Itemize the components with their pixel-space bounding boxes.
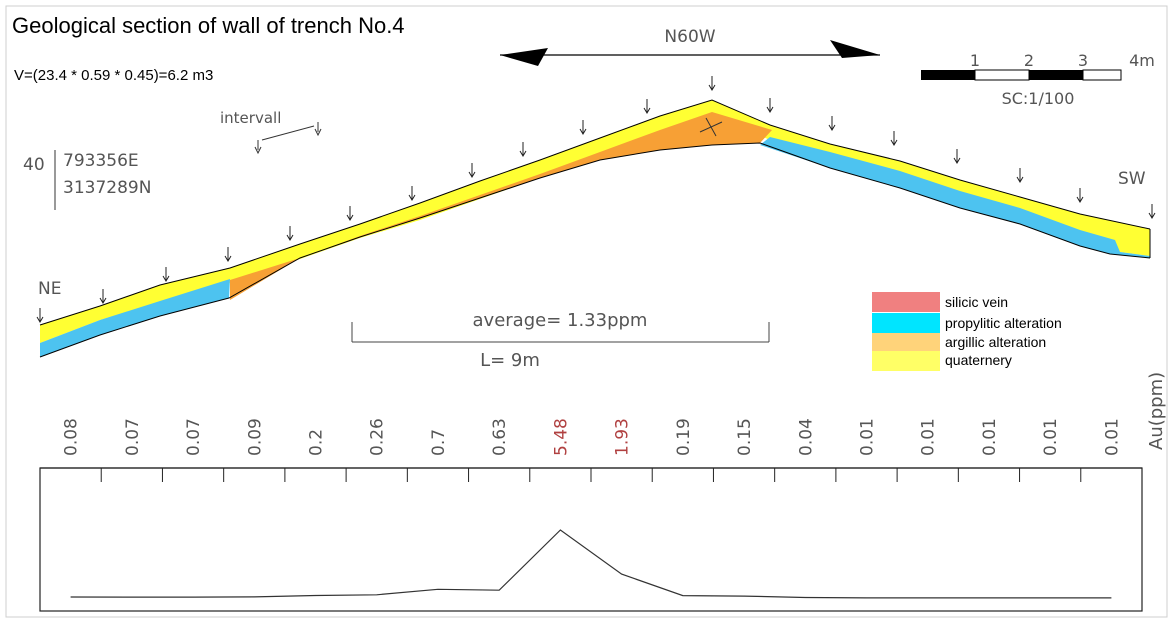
sample-arrow-head (519, 150, 527, 157)
au-value-label: 0.09 (245, 418, 265, 456)
sample-arrow-head (286, 234, 294, 241)
average-bracket: average= 1.33ppm L= 9m (351, 310, 770, 371)
au-chart: Au(ppm) 0.08 0.07 0.07 0.09 0.2 0.26 0.7 0.63 5.… (39, 372, 1167, 612)
coords-number: 40 (23, 155, 45, 175)
au-value-label: 0.7 (429, 429, 449, 456)
sample-arrow-head (408, 194, 416, 201)
au-value-label: 0.01 (1041, 418, 1061, 456)
sample-arrow-head (828, 124, 836, 131)
au-value-label: 0.07 (123, 418, 143, 456)
legend-label-propylitic: propylitic alteration (945, 315, 1062, 331)
sample-arrow-head (1148, 212, 1156, 219)
direction-label: N60W (664, 27, 715, 47)
au-axis-label: Au(ppm) (1146, 372, 1167, 450)
scale-tick-4: 4m (1129, 51, 1155, 70)
sample-arrow-head (766, 106, 774, 113)
sample-arrow-head (579, 128, 587, 135)
scale-label: SC:1/100 (1002, 89, 1075, 108)
sample-arrow-head (162, 275, 170, 282)
scale-tick-1: 1 (970, 51, 980, 70)
argillic-layer (230, 112, 772, 300)
sample-arrow-head (346, 214, 354, 221)
sample-arrow-head (890, 139, 898, 146)
sample-arrow-head (224, 255, 232, 262)
sample-arrow-head (36, 316, 44, 323)
legend-swatch-quaternery (872, 351, 940, 371)
legend-label-argillic: argillic alteration (945, 334, 1046, 350)
au-value-label: 0.15 (735, 418, 755, 456)
sample-arrow-head (953, 157, 961, 164)
interval-label: intervall (220, 109, 281, 127)
legend-label-quaternery: quaternery (945, 352, 1012, 368)
sample-arrow-head (643, 107, 651, 114)
length-label: L= 9m (480, 350, 540, 371)
quaternery-layer (40, 100, 1150, 343)
trench-section (39, 99, 1151, 358)
legend-label-silicic: silicic vein (945, 294, 1008, 310)
legend-swatch-propylitic (872, 313, 940, 333)
sample-arrow-head (468, 171, 476, 178)
coords-east: 793356E (63, 151, 139, 171)
au-value-label: 0.26 (368, 418, 388, 456)
au-plot-box (39, 467, 1143, 612)
au-value-label: 5.48 (551, 418, 571, 456)
strike-dip-symbol (699, 117, 723, 137)
au-value-label: 0.19 (674, 418, 694, 456)
direction-arrow: N60W (500, 27, 880, 66)
au-value-label: 0.07 (184, 418, 204, 456)
legend-swatch-silicic (872, 292, 940, 312)
figure-title: Geological section of wall of trench No.… (12, 13, 405, 38)
propylitic-layer-right (760, 137, 1150, 258)
coordinates: 40 793356E 3137289N (23, 150, 151, 210)
propylitic-layer-left (40, 279, 230, 357)
au-value-label: 0.01 (919, 418, 939, 456)
label-ne: NE (38, 279, 61, 299)
scale-tick-2: 2 (1024, 51, 1034, 70)
coords-north: 3137289N (63, 178, 151, 198)
au-value-label: 0.2 (307, 429, 327, 456)
legend: silicic vein propylitic alteration argil… (872, 292, 1062, 371)
sample-arrow-head (99, 297, 107, 304)
au-value-label: 0.08 (62, 418, 82, 456)
au-value-label: 1.93 (613, 418, 633, 456)
au-profile-line (70, 529, 1112, 599)
sample-arrow-head (1076, 196, 1084, 203)
scale-bar: 1 2 3 4m SC:1/100 (921, 51, 1155, 108)
interval-annotation: intervall (220, 109, 322, 155)
label-sw: SW (1118, 169, 1146, 189)
figure-border (5, 5, 1168, 618)
au-value-label: 0.01 (980, 418, 1000, 456)
sample-arrow-head (1016, 176, 1024, 183)
sample-arrows (36, 76, 1156, 323)
sample-arrow-head (708, 84, 716, 91)
average-label: average= 1.33ppm (473, 310, 648, 331)
scale-tick-3: 3 (1078, 51, 1088, 70)
au-value-label: 0.04 (796, 418, 816, 456)
au-labels: 0.08 0.07 0.07 0.09 0.2 0.26 0.7 0.63 5.48 1.93 0.… (62, 418, 1123, 456)
au-value-label: 0.01 (1102, 418, 1122, 456)
volume-formula: V=(23.4 * 0.59 * 0.45)=6.2 m3 (14, 67, 213, 84)
au-value-label: 0.63 (490, 418, 510, 456)
legend-swatch-argillic (872, 333, 940, 351)
au-ticks (100, 468, 1082, 482)
au-value-label: 0.01 (858, 418, 878, 456)
